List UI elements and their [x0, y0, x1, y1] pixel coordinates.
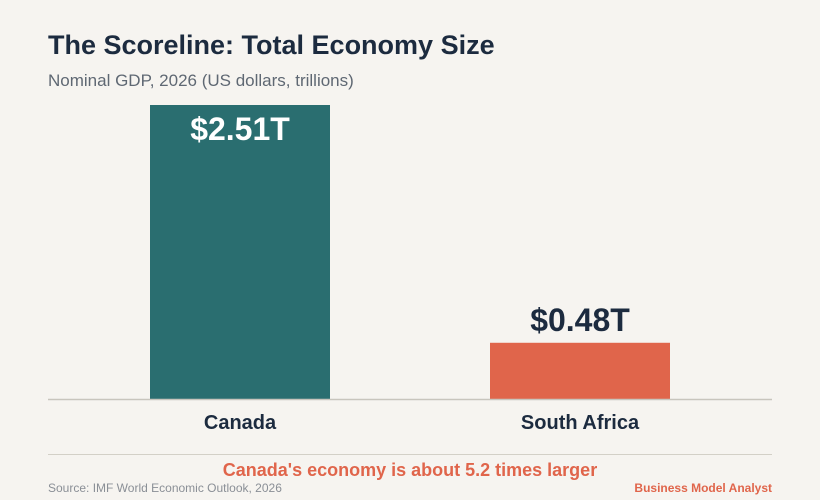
- category-label-canada: Canada: [204, 412, 277, 434]
- source-note: Source: IMF World Economic Outlook, 2026: [48, 481, 282, 495]
- comparison-callout: Canada's economy is about 5.2 times larg…: [222, 460, 598, 480]
- bar-canada: [150, 105, 330, 399]
- footer-divider: [48, 454, 772, 455]
- data-label-south-africa: $0.48T: [530, 302, 630, 338]
- chart-title: The Scoreline: Total Economy Size: [48, 30, 495, 60]
- data-label-canada: $2.51T: [190, 111, 290, 147]
- category-label-south-africa: South Africa: [521, 412, 640, 434]
- bar-south-africa: [490, 342, 670, 399]
- brand-label: Business Model Analyst: [634, 481, 772, 495]
- chart-subtitle: Nominal GDP, 2026 (US dollars, trillions…: [48, 71, 354, 90]
